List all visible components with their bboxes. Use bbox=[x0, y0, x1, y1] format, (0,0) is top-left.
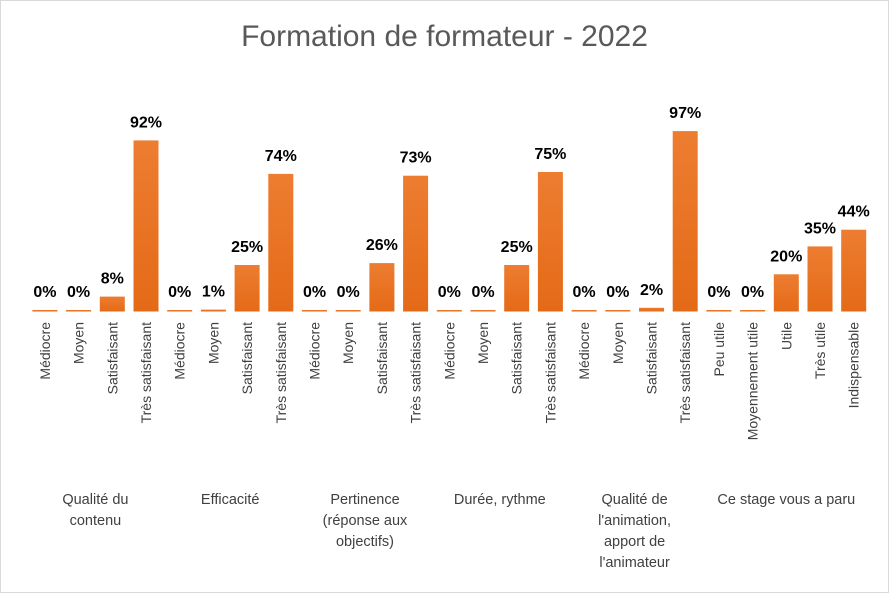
tick-label-1-2: Moyen bbox=[71, 322, 87, 364]
data-label-1-4: 92% bbox=[130, 114, 162, 131]
tick-label-3-1: Médiocre bbox=[307, 322, 323, 380]
tick-label-4-2: Moyen bbox=[475, 322, 491, 364]
bar-1-4 bbox=[133, 140, 159, 312]
data-label-5-3: 2% bbox=[640, 282, 663, 299]
bar-1-3 bbox=[99, 296, 125, 312]
bar-6-4 bbox=[807, 246, 833, 312]
bar-1-1 bbox=[32, 310, 58, 312]
group-label-5: Qualité de l'animation, apport de l'animate… bbox=[598, 492, 671, 571]
data-label-2-4: 74% bbox=[265, 148, 297, 165]
data-label-6-1: 0% bbox=[707, 284, 730, 301]
data-label-4-1: 0% bbox=[438, 284, 461, 301]
bar-1-2 bbox=[66, 310, 92, 312]
bar-6-1 bbox=[706, 310, 732, 312]
tick-label-4-3: Satisfaisant bbox=[509, 322, 525, 394]
tick-label-5-3: Satisfaisant bbox=[644, 322, 660, 394]
tick-label-2-2: Moyen bbox=[205, 322, 221, 364]
bar-3-1 bbox=[302, 310, 327, 312]
bar-4-4 bbox=[537, 172, 563, 312]
tick-label-2-4: Très satisfaisant bbox=[273, 322, 289, 424]
data-label-6-3: 20% bbox=[770, 248, 802, 265]
data-label-2-1: 0% bbox=[168, 284, 191, 301]
data-label-6-5: 44% bbox=[838, 204, 870, 221]
bar-2-2 bbox=[200, 309, 226, 312]
tick-label-6-1: Peu utile bbox=[711, 322, 727, 377]
bar-3-4 bbox=[403, 175, 429, 312]
data-label-3-1: 0% bbox=[303, 284, 326, 301]
bar-2-1 bbox=[167, 310, 193, 312]
tick-label-2-1: Médiocre bbox=[172, 322, 188, 380]
bar-6-3 bbox=[773, 274, 799, 312]
data-label-3-3: 26% bbox=[366, 237, 398, 254]
tick-label-6-5: Indispensable bbox=[846, 322, 862, 409]
bar-5-1 bbox=[571, 310, 597, 312]
tick-label-6-4: Très utile bbox=[812, 322, 828, 379]
data-label-5-4: 97% bbox=[669, 105, 701, 122]
data-label-5-2: 0% bbox=[606, 284, 629, 301]
tick-label-1-4: Très satisfaisant bbox=[138, 322, 154, 424]
bar-4-2 bbox=[470, 310, 496, 312]
tick-label-6-2: Moyennement utile bbox=[745, 322, 761, 441]
tick-label-3-3: Satisfaisant bbox=[374, 322, 390, 394]
bar-6-2 bbox=[740, 310, 766, 312]
data-label-1-3: 8% bbox=[101, 271, 124, 288]
data-label-4-4: 75% bbox=[534, 146, 566, 163]
data-label-1-2: 0% bbox=[67, 284, 90, 301]
bar-5-3 bbox=[639, 307, 664, 312]
data-label-6-2: 0% bbox=[741, 284, 764, 301]
group-label-6: Ce stage vous a paru bbox=[717, 492, 855, 508]
tick-label-3-4: Très satisfaisant bbox=[408, 322, 424, 424]
bar-4-1 bbox=[436, 310, 462, 312]
data-label-4-2: 0% bbox=[471, 284, 494, 301]
group-label-1: Qualité du contenu bbox=[62, 492, 128, 529]
bar-6-5 bbox=[841, 229, 867, 312]
bar-5-2 bbox=[605, 310, 631, 312]
tick-label-1-1: Médiocre bbox=[37, 322, 53, 380]
data-label-1-1: 0% bbox=[33, 284, 56, 301]
tick-label-2-3: Satisfaisant bbox=[239, 322, 255, 394]
data-label-2-3: 25% bbox=[231, 239, 263, 256]
chart-title: Formation de formateur - 2022 bbox=[241, 20, 648, 53]
data-label-4-3: 25% bbox=[501, 239, 533, 256]
data-label-2-2: 1% bbox=[202, 284, 225, 301]
bar-3-2 bbox=[335, 310, 361, 312]
data-label-5-1: 0% bbox=[573, 284, 596, 301]
tick-label-4-1: Médiocre bbox=[441, 322, 457, 380]
tick-label-3-2: Moyen bbox=[340, 322, 356, 364]
bar-5-4 bbox=[672, 131, 698, 312]
data-label-3-2: 0% bbox=[337, 284, 360, 301]
bar-2-3 bbox=[234, 265, 260, 312]
bar-4-3 bbox=[504, 265, 530, 312]
data-label-6-4: 35% bbox=[804, 220, 836, 237]
tick-label-5-2: Moyen bbox=[610, 322, 626, 364]
tick-label-6-3: Utile bbox=[778, 322, 794, 350]
group-label-2: Efficacité bbox=[201, 492, 260, 508]
data-label-3-4: 73% bbox=[400, 150, 432, 167]
bar-2-4 bbox=[268, 173, 294, 312]
bar-3-3 bbox=[369, 263, 395, 312]
tick-label-4-4: Très satisfaisant bbox=[542, 322, 558, 424]
group-label-4: Durée, rythme bbox=[454, 492, 546, 508]
tick-label-5-4: Très satisfaisant bbox=[677, 322, 693, 424]
tick-label-1-3: Satisfaisant bbox=[104, 322, 120, 394]
tick-label-5-1: Médiocre bbox=[576, 322, 592, 380]
group-label-3: Pertinence (réponse aux objectifs) bbox=[323, 492, 408, 550]
